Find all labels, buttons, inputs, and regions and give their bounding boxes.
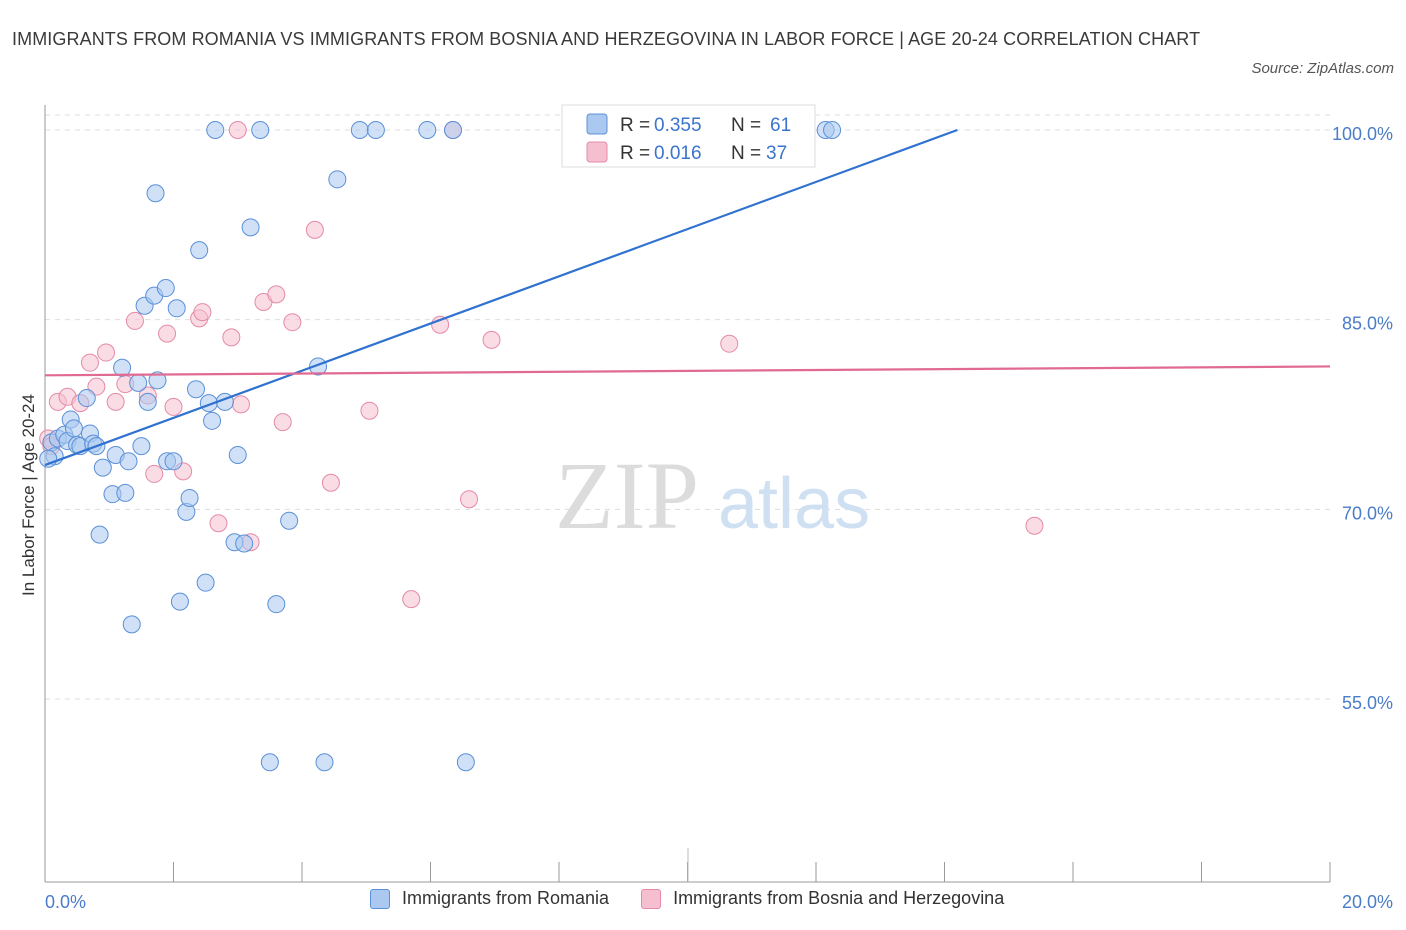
blue-point-26 [146, 184, 165, 203]
blue-point-48 [267, 595, 286, 614]
legend-n-value-blue: 61 [770, 115, 791, 136]
legend-label-romania: Immigrants from Romania [402, 888, 610, 908]
chart-title: IMMIGRANTS FROM ROMANIA VS IMMIGRANTS FR… [12, 29, 1201, 49]
legend-label-bosnia: Immigrants from Bosnia and Herzegovina [673, 888, 1005, 908]
pink-point-30 [402, 590, 421, 609]
blue-point-37 [196, 573, 215, 592]
blue-point-32 [170, 592, 189, 611]
x-tick-label-min: 0.0% [45, 892, 86, 912]
pink-point-14 [164, 397, 183, 416]
blue-point-9 [77, 389, 96, 408]
legend-swatch-pink [586, 141, 608, 163]
pink-point-22 [231, 395, 250, 414]
y-tick-label-3: 100.0% [1332, 124, 1393, 144]
blue-point-55 [418, 121, 437, 139]
pink-trend-line [44, 365, 1331, 377]
blue-point-24 [138, 392, 157, 411]
legend-swatch-bosnia [641, 888, 662, 909]
blue-point-28 [156, 279, 175, 298]
blue-point-57 [456, 753, 475, 772]
pink-point-27 [305, 220, 324, 239]
blue-point-6 [64, 419, 83, 438]
blue-point-18 [116, 483, 135, 502]
legend-r-label-pink: R = [620, 143, 650, 164]
blue-point-39 [203, 411, 222, 430]
watermark-zip: ZIP [555, 442, 699, 549]
pink-point-10 [125, 311, 144, 330]
blue-point-47 [260, 753, 279, 772]
blue-point-44 [235, 534, 254, 553]
blue-point-53 [350, 121, 369, 139]
pink-point-24 [267, 285, 286, 304]
blue-point-54 [366, 121, 385, 139]
blue-point-20 [122, 615, 141, 634]
blue-trend-line [44, 128, 958, 467]
pink-point-12 [145, 464, 164, 483]
pink-point-34 [482, 330, 501, 349]
pink-point-36 [1025, 516, 1044, 535]
blue-point-30 [164, 452, 183, 471]
legend-top: R = 0.355 N = 61 R = 0.016 N = 37 [561, 104, 816, 168]
pink-point-7 [97, 343, 116, 362]
pink-point-33 [460, 490, 479, 509]
legend-n-label-pink: N = [731, 143, 761, 164]
legend-swatch-romania [370, 888, 390, 909]
blue-point-22 [132, 437, 151, 456]
legend-item-bosnia: Immigrants from Bosnia and Herzegovina [641, 888, 1004, 909]
pink-point-5 [80, 353, 99, 372]
blue-point-36 [190, 241, 209, 260]
blue-series-points [39, 121, 842, 772]
blue-point-59 [823, 121, 842, 139]
pink-point-26 [283, 313, 302, 332]
blue-point-51 [315, 753, 334, 772]
blue-point-14 [93, 458, 112, 477]
blue-point-31 [167, 299, 186, 318]
legend-r-value-pink: 0.016 [654, 143, 702, 164]
pink-point-18 [209, 514, 228, 533]
y-axis-label: In Labor Force | Age 20-24 [19, 394, 38, 596]
legend-n-value-pink: 37 [766, 143, 787, 164]
blue-point-35 [186, 380, 205, 399]
blue-point-21 [129, 373, 148, 392]
pink-point-8 [106, 392, 125, 411]
watermark-atlas: atlas [718, 464, 870, 544]
pink-point-29 [360, 401, 379, 420]
blue-point-19 [119, 452, 138, 471]
blue-point-46 [251, 121, 270, 139]
pink-point-35 [720, 334, 739, 353]
blue-point-49 [280, 511, 299, 530]
y-tick-label-1: 70.0% [1342, 503, 1393, 523]
legend-n-label-blue: N = [731, 115, 761, 136]
legend-r-label-blue: R = [620, 115, 650, 136]
legend-bottom: Immigrants from Romania Immigrants from … [370, 888, 1036, 909]
blue-point-40 [206, 121, 225, 139]
pink-point-28 [321, 473, 340, 492]
pink-point-17 [193, 303, 212, 322]
y-tick-label-0: 55.0% [1342, 693, 1393, 713]
pink-point-19 [222, 328, 241, 347]
pink-point-25 [273, 413, 292, 432]
legend-swatch-blue [586, 113, 608, 135]
watermark: ZIP atlas [555, 442, 870, 549]
x-tick-label-max: 20.0% [1342, 892, 1393, 912]
blue-point-27 [148, 371, 167, 390]
axes [44, 105, 1331, 883]
legend-item-romania: Immigrants from Romania [370, 888, 609, 909]
pink-series-points [39, 121, 1044, 609]
blue-point-56 [443, 121, 462, 139]
blue-point-52 [328, 170, 347, 189]
blue-point-17 [113, 358, 132, 377]
blue-point-45 [241, 218, 260, 237]
pink-point-20 [228, 121, 247, 139]
blue-point-13 [90, 525, 109, 544]
y-tick-label-2: 85.0% [1342, 314, 1393, 334]
legend-r-value-blue: 0.355 [654, 115, 702, 136]
trend-lines [44, 128, 1331, 467]
source-label: Source: ZipAtlas.com [1251, 60, 1394, 77]
blue-point-43 [228, 445, 247, 464]
pink-point-13 [158, 324, 177, 343]
y-tick-labels: 55.0% 70.0% 85.0% 100.0% [1332, 124, 1393, 713]
blue-point-34 [180, 488, 199, 507]
